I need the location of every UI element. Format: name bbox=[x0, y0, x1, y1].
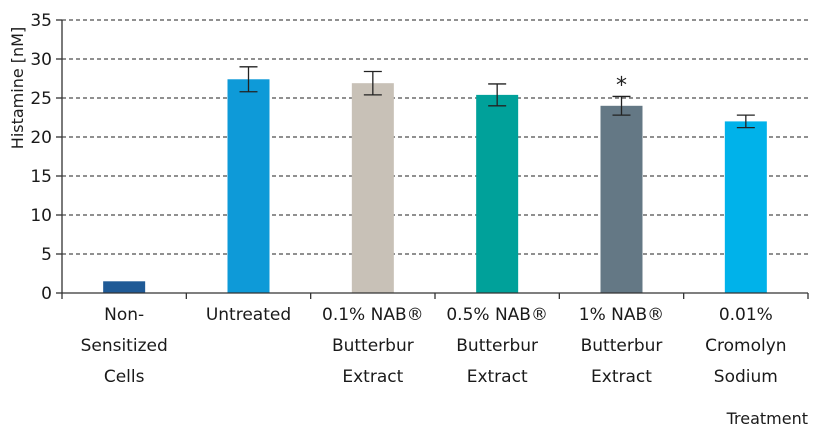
y-tick-label: 35 bbox=[30, 11, 52, 31]
y-tick-label: 30 bbox=[30, 50, 52, 70]
axes bbox=[61, 20, 809, 299]
y-tick-label: 20 bbox=[30, 128, 52, 148]
bar bbox=[476, 94, 519, 293]
x-category-label-line: Butterbur bbox=[456, 336, 538, 356]
x-category-label-line: Cromolyn bbox=[705, 336, 786, 356]
x-category-label-line: Extract bbox=[467, 367, 528, 387]
x-category-labels: Non- Sensitized Cells Untreated 0.1% NAB® But… bbox=[81, 305, 787, 387]
annotations: * bbox=[616, 73, 627, 98]
x-category-label: Untreated bbox=[206, 305, 291, 325]
x-category-label-line: Sensitized bbox=[81, 336, 168, 356]
error-bars bbox=[239, 66, 755, 129]
significance-marker: * bbox=[616, 73, 627, 98]
x-category-label-line: 0.5% NAB® bbox=[446, 305, 548, 325]
y-axis-title: Histamine [nM] bbox=[8, 27, 27, 149]
x-category-label-line: Butterbur bbox=[581, 336, 663, 356]
x-category-label-line: Butterbur bbox=[332, 336, 414, 356]
x-category-label: 0.01% Cromolyn Sodium bbox=[705, 305, 786, 387]
y-tick-label: 0 bbox=[41, 284, 52, 304]
bar bbox=[227, 79, 270, 293]
x-category-label-line: Sodium bbox=[714, 367, 778, 387]
y-tick-label: 10 bbox=[30, 206, 52, 226]
x-category-label-line: Untreated bbox=[206, 305, 291, 325]
x-category-label: 0.5% NAB® Butterbur Extract bbox=[446, 305, 548, 387]
bar bbox=[103, 281, 146, 293]
bar bbox=[600, 105, 643, 293]
y-tick-label: 15 bbox=[30, 167, 52, 187]
x-category-label: 0.1% NAB® Butterbur Extract bbox=[322, 305, 424, 387]
x-category-label-line: 0.01% bbox=[719, 305, 773, 325]
x-category-label-line: Non- bbox=[104, 305, 144, 325]
gridlines bbox=[62, 19, 808, 255]
x-category-label-line: Extract bbox=[591, 367, 652, 387]
bars bbox=[103, 79, 767, 294]
y-tick-label: 5 bbox=[41, 245, 52, 265]
x-category-label: 1% NAB® Butterbur Extract bbox=[579, 305, 664, 387]
x-category-label-line: Extract bbox=[342, 367, 403, 387]
x-axis-title: Treatment bbox=[726, 409, 808, 428]
x-category-label-line: 1% NAB® bbox=[579, 305, 664, 325]
bar bbox=[724, 121, 767, 294]
y-tick-label: 25 bbox=[30, 89, 52, 109]
x-category-label-line: Cells bbox=[104, 367, 145, 387]
x-category-label: Non- Sensitized Cells bbox=[81, 305, 168, 387]
bar bbox=[351, 83, 394, 294]
y-tick-labels: 0 5 10 15 20 25 30 35 bbox=[30, 11, 62, 304]
x-category-label-line: 0.1% NAB® bbox=[322, 305, 424, 325]
